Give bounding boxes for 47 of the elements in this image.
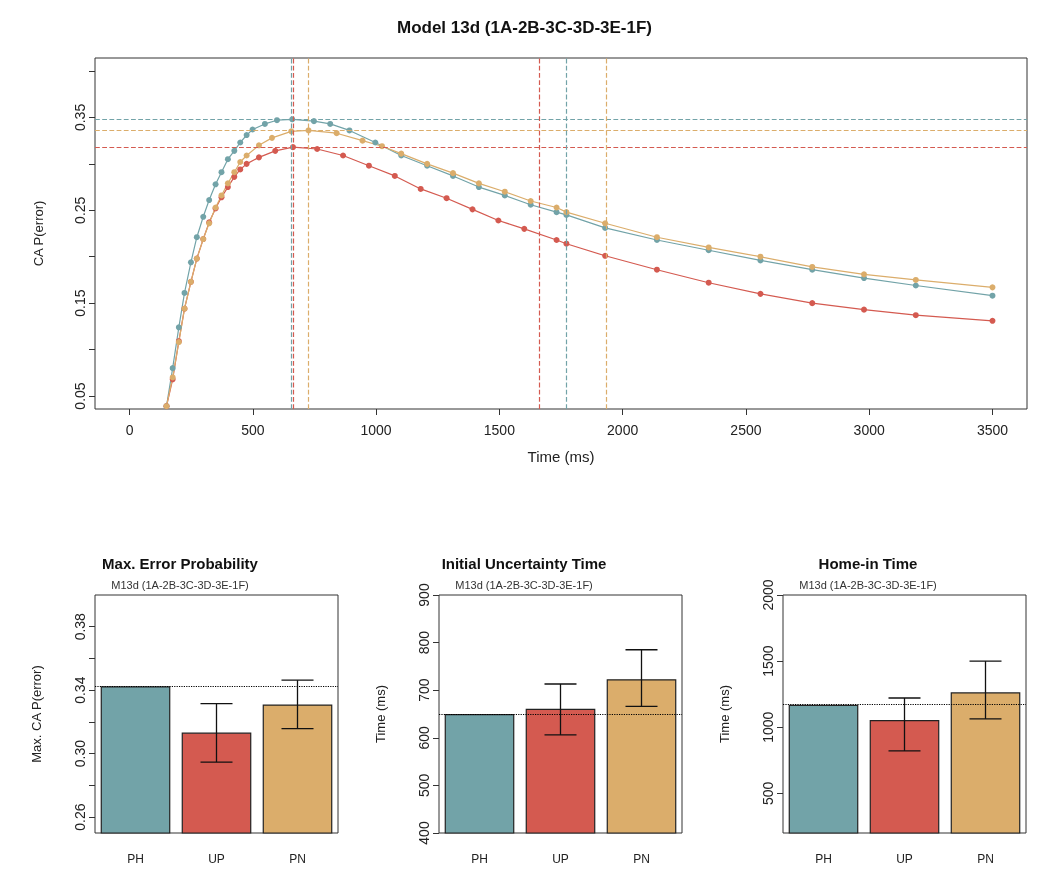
y-axis-title: Time (ms) — [373, 684, 388, 744]
x-tick-label: 0 — [125, 422, 134, 438]
y-tick-label: 2000 — [760, 579, 776, 611]
x-tick-label: PN — [289, 852, 306, 866]
y-tick-label: 0.35 — [72, 103, 88, 132]
y-tick-label: 600 — [416, 725, 432, 750]
y-axis-title: CA P(error) — [31, 200, 46, 267]
chart-subtitle: M13d (1A-2B-3C-3D-3E-1F) — [455, 578, 593, 591]
y-tick-label: 0.26 — [72, 803, 88, 831]
y-tick-label: 0.38 — [72, 612, 88, 641]
chart-title: Home-in Time — [818, 555, 918, 572]
y-tick-label: 1000 — [760, 711, 776, 743]
x-tick-label: UP — [208, 852, 225, 866]
x-tick-label: 3000 — [853, 422, 885, 438]
chart-title: Model 13d (1A-2B-3C-3D-3E-1F) — [396, 18, 653, 37]
x-tick-label: PH — [127, 852, 144, 866]
x-tick-label: PH — [815, 852, 832, 866]
y-tick-label: 800 — [416, 630, 432, 655]
x-tick-label: PH — [471, 852, 488, 866]
y-tick-label: 0.34 — [72, 676, 88, 704]
x-tick-label: UP — [552, 852, 569, 866]
x-tick-label: 2000 — [607, 422, 639, 438]
x-tick-label: 1000 — [360, 422, 392, 438]
y-tick-label: 1500 — [760, 645, 776, 677]
y-tick-label: 0.30 — [72, 739, 88, 768]
x-tick-label: 1500 — [483, 422, 516, 438]
chart-subtitle: M13d (1A-2B-3C-3D-3E-1F) — [111, 578, 249, 591]
y-tick-label: 0.15 — [72, 289, 88, 317]
chart-subtitle: M13d (1A-2B-3C-3D-3E-1F) — [799, 578, 937, 591]
y-tick-label: 500 — [760, 781, 776, 806]
x-axis-title: Time (ms) — [527, 448, 595, 465]
x-tick-label: 500 — [241, 422, 265, 438]
y-axis-title: Time (ms) — [717, 684, 732, 744]
x-tick-label: 3500 — [976, 422, 1009, 438]
chart-title: Max. Error Probability — [102, 555, 259, 572]
y-tick-label: 700 — [416, 678, 432, 702]
chart-title: Initial Uncertainty Time — [441, 555, 607, 572]
y-tick-label: 0.05 — [72, 382, 88, 410]
y-tick-label: 500 — [416, 773, 432, 798]
y-tick-label: 400 — [416, 821, 432, 845]
x-tick-label: PN — [633, 852, 650, 866]
y-tick-label: 900 — [416, 583, 432, 607]
y-tick-label: 0.25 — [72, 196, 88, 224]
x-tick-label: PN — [977, 852, 994, 866]
x-tick-label: UP — [896, 852, 913, 866]
y-axis-title: Max. CA P(error) — [29, 665, 44, 763]
x-tick-label: 2500 — [730, 422, 762, 438]
